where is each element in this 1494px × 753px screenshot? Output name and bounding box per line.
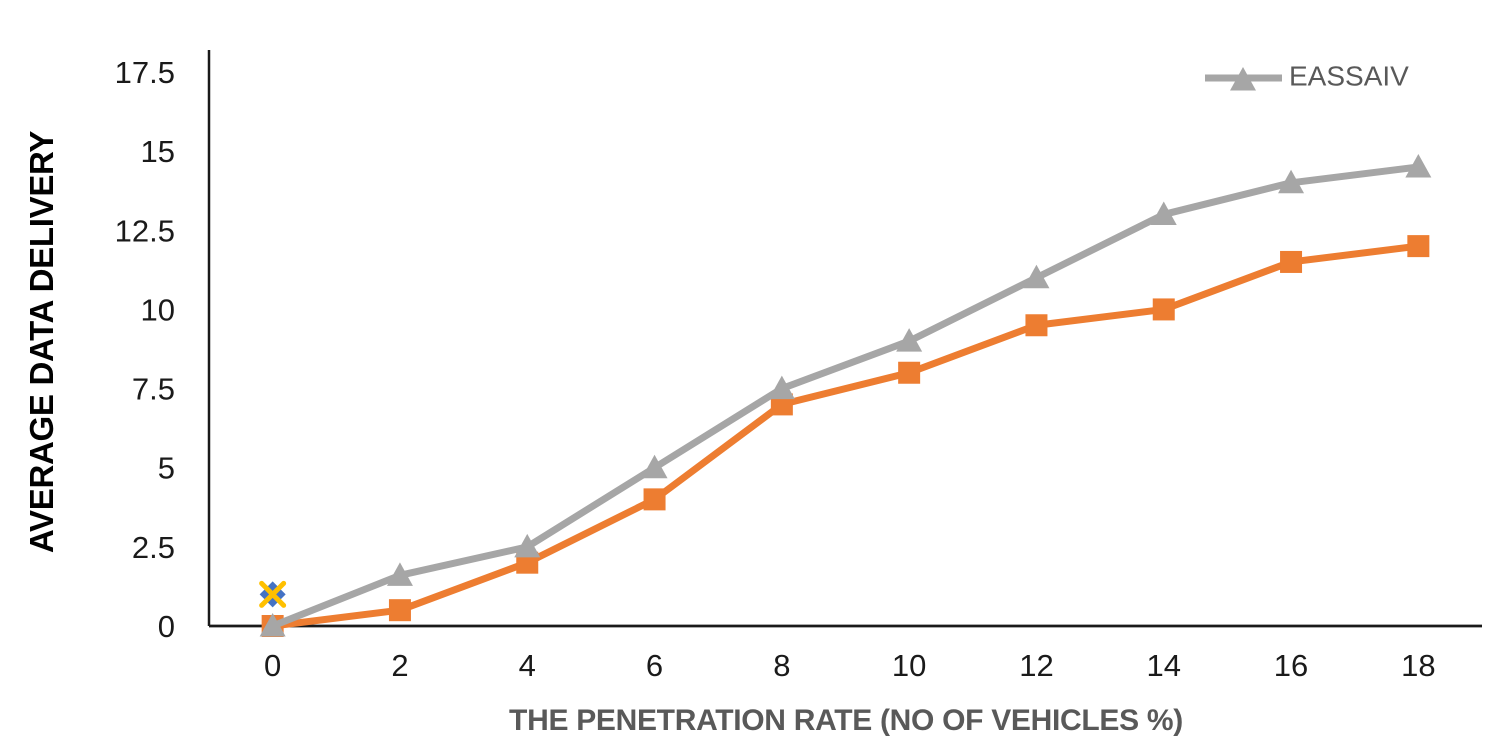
- marker-triangle-EASSAIV: [641, 454, 668, 479]
- x-tick-label: 18: [1401, 648, 1435, 683]
- y-tick-label: 0: [158, 609, 175, 644]
- marker-square-series1: [1407, 235, 1430, 258]
- series-line-EASSAIV: [269, 163, 1422, 630]
- y-tick-label: 17.5: [115, 55, 175, 90]
- x-tick-label: 12: [1019, 648, 1053, 683]
- legend-label: EASSAIV: [1289, 60, 1409, 92]
- x-tick-label: 0: [264, 648, 281, 683]
- y-axis-title: AVERAGE DATA DELIVERY: [23, 130, 60, 554]
- x-tick-label: 4: [519, 648, 536, 683]
- marker-triangle-legend: [1230, 67, 1256, 91]
- y-tick-label: 12.5: [115, 213, 175, 248]
- y-tick-label: 2.5: [132, 530, 175, 565]
- marker-triangle-EASSAIV: [1150, 201, 1177, 225]
- y-tick-label: 5: [158, 451, 175, 486]
- marker-square-series1: [643, 488, 666, 511]
- x-tick-label: 10: [892, 648, 926, 683]
- x-tick-label: 14: [1147, 648, 1181, 683]
- marker-square-series1: [1152, 298, 1175, 321]
- marker-square-series1: [1280, 250, 1303, 273]
- marker-x-series3: [259, 580, 287, 608]
- x-tick-label: 2: [391, 648, 408, 683]
- series-line-series1: [269, 242, 1422, 630]
- y-tick-label: 10: [141, 292, 175, 327]
- marker-triangle-EASSAIV: [259, 613, 286, 637]
- marker-square-series1: [898, 361, 921, 384]
- marker-triangle-EASSAIV: [768, 375, 795, 400]
- marker-triangle-EASSAIV: [1278, 169, 1305, 194]
- y-tick-label: 7.5: [132, 372, 175, 407]
- y-tick-label: 15: [141, 134, 175, 169]
- marker-square-series1: [388, 599, 411, 622]
- marker-triangle-EASSAIV: [1023, 264, 1050, 289]
- x-tick-label: 16: [1274, 648, 1308, 683]
- marker-square-series1: [1025, 314, 1048, 337]
- x-tick-label: 8: [773, 648, 790, 683]
- marker-triangle-EASSAIV: [896, 328, 923, 352]
- marker-triangle-EASSAIV: [514, 533, 541, 558]
- marker-triangle-EASSAIV: [1405, 153, 1432, 178]
- marker-triangle-EASSAIV: [386, 562, 413, 586]
- x-axis-title: THE PENETRATION RATE (NO OF VEHICLES %): [509, 704, 1183, 737]
- x-tick-label: 6: [646, 648, 663, 683]
